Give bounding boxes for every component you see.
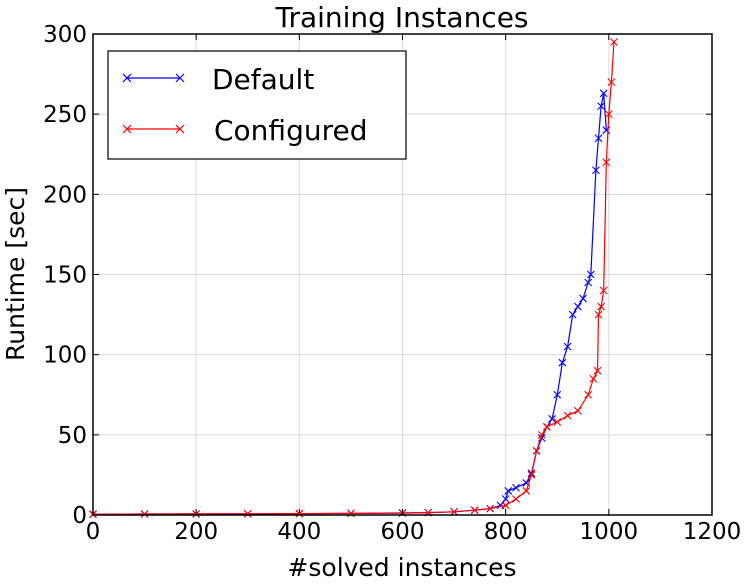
chart-title: Training Instances xyxy=(274,1,528,34)
data-point-configured xyxy=(537,430,546,439)
data-point-default xyxy=(573,302,582,311)
data-point-default xyxy=(594,134,603,143)
data-point-default xyxy=(553,390,562,399)
data-point-configured xyxy=(604,110,613,119)
data-point-configured xyxy=(602,158,611,167)
data-point-default xyxy=(586,270,595,279)
x-tick-label: 600 xyxy=(381,519,425,545)
data-point-configured xyxy=(543,422,551,431)
x-tick-label: 800 xyxy=(484,519,528,545)
y-tick-label: 150 xyxy=(43,263,87,289)
data-point-configured xyxy=(553,418,562,426)
data-point-default xyxy=(579,294,587,303)
x-tick-label: 1000 xyxy=(580,519,639,545)
data-point-configured xyxy=(610,38,618,46)
data-point-configured xyxy=(140,510,149,518)
y-tick-label: 250 xyxy=(43,102,87,128)
series-configured xyxy=(89,38,618,519)
y-tick-label: 300 xyxy=(43,22,87,48)
data-point-configured xyxy=(522,487,531,495)
data-point-default xyxy=(512,483,520,492)
ticks: 0 200 400 600 800 1000 1200 0 50 100 150 200 250 300 xyxy=(43,22,741,545)
series-layer xyxy=(89,38,618,519)
x-tick-label: 0 xyxy=(86,519,101,545)
x-axis-title: #solved instances xyxy=(287,553,516,582)
legend-entry-default: Default xyxy=(122,63,314,96)
data-point-default xyxy=(504,487,513,495)
data-point-configured xyxy=(607,78,616,86)
data-point-configured xyxy=(501,501,510,510)
x-tick-label: 200 xyxy=(174,519,218,545)
y-tick-label: 100 xyxy=(43,343,87,369)
legend: Default Configured xyxy=(107,50,407,160)
y-axis-title: Runtime [sec] xyxy=(1,187,30,361)
data-point-configured xyxy=(597,302,605,311)
data-point-configured xyxy=(599,286,608,295)
data-point-default xyxy=(501,495,510,503)
data-point-default xyxy=(592,166,600,175)
data-point-configured xyxy=(486,504,495,513)
x-tick-label: 400 xyxy=(277,519,321,545)
data-point-configured xyxy=(594,310,603,319)
legend-marker-configured-icon xyxy=(122,124,185,134)
y-tick-label: 50 xyxy=(58,423,87,449)
legend-marker-default-icon xyxy=(122,73,185,83)
data-point-configured xyxy=(593,366,602,375)
data-point-configured xyxy=(563,411,572,420)
legend-label-default: Default xyxy=(212,63,314,96)
data-point-default xyxy=(548,414,556,423)
data-point-default xyxy=(597,102,605,111)
legend-label-configured: Configured xyxy=(214,114,367,147)
data-point-default xyxy=(563,342,572,351)
y-tick-label: 0 xyxy=(72,503,87,529)
data-point-configured xyxy=(450,507,458,516)
data-point-configured xyxy=(512,495,520,503)
data-point-default xyxy=(568,310,577,319)
data-point-default xyxy=(558,358,567,367)
legend-frame xyxy=(107,50,407,160)
data-point-configured xyxy=(243,509,252,518)
data-point-default xyxy=(584,278,593,287)
data-point-configured xyxy=(527,471,536,479)
legend-entry-configured: Configured xyxy=(122,114,367,147)
data-point-configured xyxy=(573,406,582,415)
data-point-default xyxy=(599,89,608,98)
data-point-configured xyxy=(470,506,479,515)
data-point-configured xyxy=(584,390,593,399)
x-tick-label: 1200 xyxy=(683,519,742,545)
data-point-configured xyxy=(589,374,598,383)
y-tick-label: 200 xyxy=(43,182,87,208)
data-point-configured xyxy=(532,446,541,455)
